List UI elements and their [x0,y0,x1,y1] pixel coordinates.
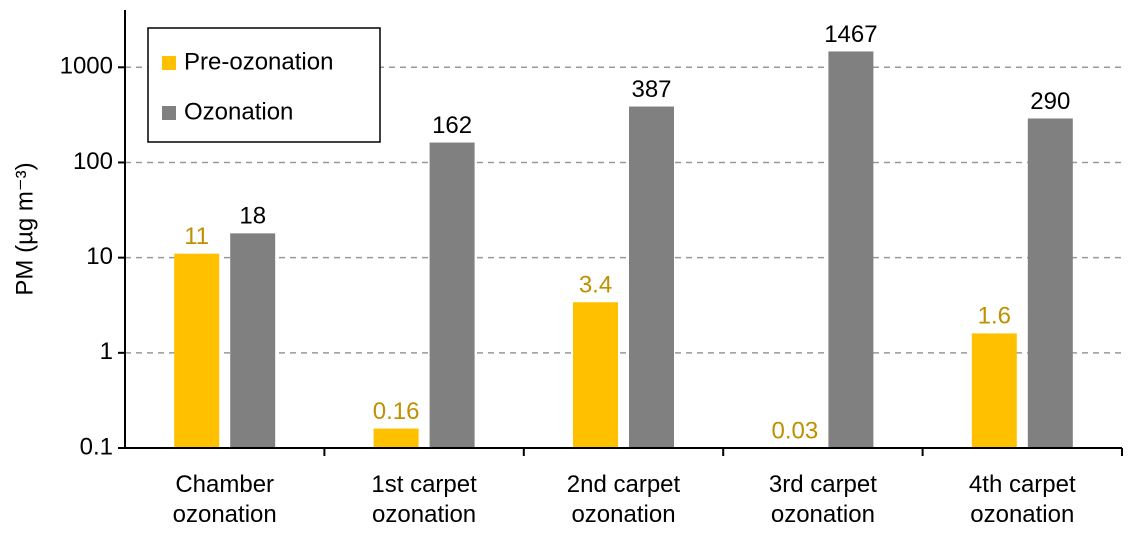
x-tick-label: 4th carpet ozonation [969,471,1076,528]
data-label: 0.03 [772,417,819,444]
legend-swatch [162,106,176,120]
data-label: 162 [432,112,472,139]
bar [230,233,276,448]
bar [629,106,674,448]
x-tick-label: 3rd carpet ozonation [769,471,877,528]
x-tick-label: Chamber ozonation [173,471,277,528]
x-tick-label: 2nd carpet ozonation [567,471,681,528]
legend-label: Pre-ozonation [184,48,333,75]
bar [828,51,874,449]
legend-label: Ozonation [184,98,293,125]
data-label: 18 [239,203,266,230]
data-label: 0.16 [373,398,420,425]
data-label: 290 [1030,88,1070,115]
y-axis-label: PM (µg m⁻³) [11,162,38,295]
y-tick-label: 1 [100,338,113,365]
data-label: 387 [631,76,671,103]
bar [429,142,475,448]
bar [174,253,220,448]
y-tick-label: 1000 [60,53,113,80]
bar [573,302,618,448]
x-tick-label: 1st carpet ozonation [371,471,477,528]
data-label: 11 [184,223,209,250]
legend-box [147,27,381,143]
y-tick-label: 0.1 [80,433,113,460]
data-label: 1.6 [978,303,1011,330]
bar [971,333,1017,448]
legend-swatch [162,56,176,70]
y-tick-label: 10 [86,243,113,270]
data-label: 1467 [824,21,877,48]
bar [1027,118,1073,448]
bar [373,428,419,448]
y-tick-label: 100 [73,148,113,175]
data-label: 3.4 [579,272,612,299]
